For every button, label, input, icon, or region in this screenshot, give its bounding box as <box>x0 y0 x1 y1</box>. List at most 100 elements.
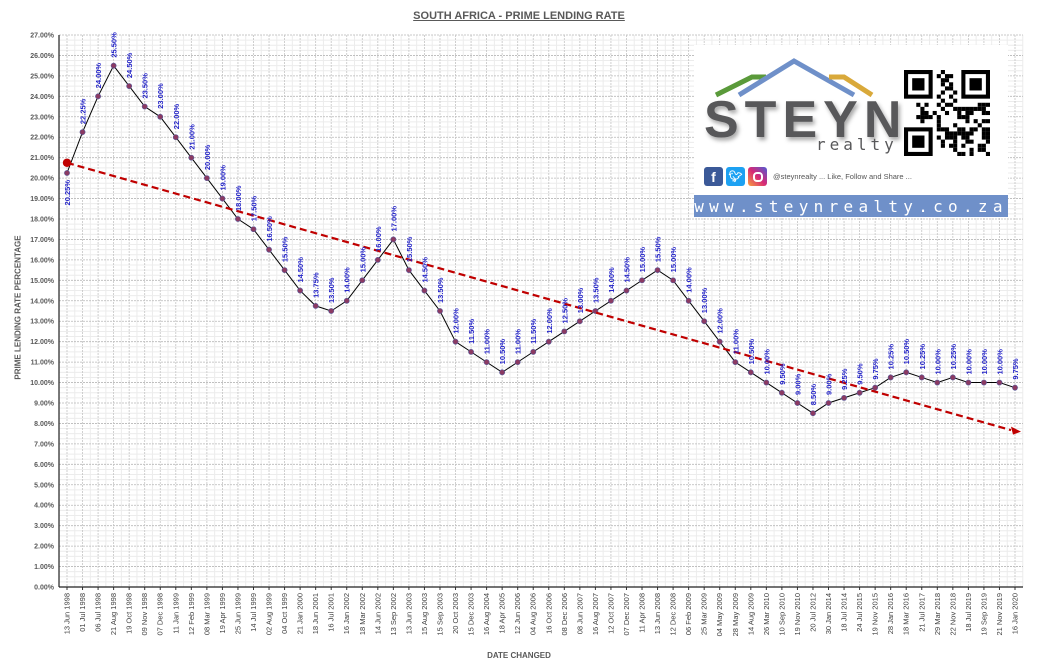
instagram-icon[interactable] <box>748 167 767 186</box>
x-tick-label: 13 Jun 1998 <box>63 593 72 634</box>
data-point <box>545 338 552 345</box>
data-point <box>452 338 459 345</box>
data-label: 10.25% <box>918 344 927 370</box>
x-tick-label: 04 May 2009 <box>715 593 724 636</box>
x-tick-label: 09 Nov 1998 <box>140 593 149 636</box>
data-label: 17.50% <box>249 195 258 221</box>
x-tick-label: 07 Dec 2007 <box>622 593 631 636</box>
x-tick-label: 26 Mar 2010 <box>762 593 771 635</box>
data-label: 15.50% <box>405 236 414 262</box>
x-tick-label: 08 Dec 2006 <box>560 593 569 636</box>
x-tick-label: 28 Jan 2016 <box>886 593 895 634</box>
data-point <box>514 359 521 366</box>
y-tick-label: 4.00% <box>34 503 55 510</box>
x-tick-label: 18 Mar 2002 <box>358 593 367 635</box>
data-point <box>623 287 630 294</box>
data-point <box>841 394 847 401</box>
x-tick-label: 18 Apr 2005 <box>498 593 507 633</box>
x-tick-label: 12 Jun 2006 <box>513 593 522 634</box>
y-tick-label: 6.00% <box>34 462 55 469</box>
data-label: 17.00% <box>389 206 398 232</box>
x-tick-label: 16 Jan 2020 <box>1011 593 1020 634</box>
data-point <box>126 83 133 90</box>
x-tick-label: 12 Dec 2008 <box>669 593 678 636</box>
data-label: 13.75% <box>312 272 321 298</box>
minor-gridlines <box>58 35 1024 587</box>
data-label: 10.00% <box>995 349 1004 375</box>
data-point <box>576 318 583 325</box>
data-point <box>825 400 832 406</box>
data-point <box>608 297 614 304</box>
x-tick-label: 21 Jul 2017 <box>917 593 926 632</box>
x-tick-label: 16 Jan 2002 <box>342 593 351 634</box>
x-tick-label: 04 Oct 1999 <box>280 593 289 634</box>
data-point <box>359 277 366 284</box>
x-tick-label: 16 Aug 2007 <box>591 593 600 635</box>
x-tick-label: 19 Nov 2015 <box>871 593 880 636</box>
data-point <box>312 302 319 309</box>
data-label: 15.00% <box>669 247 678 273</box>
data-label: 14.00% <box>685 267 694 293</box>
y-tick-label: 17.00% <box>30 237 55 244</box>
data-point <box>887 374 894 381</box>
data-label: 9.25% <box>840 368 849 390</box>
data-label: 18.00% <box>234 185 243 211</box>
data-point <box>778 389 785 396</box>
data-label: 9.00% <box>825 373 834 395</box>
data-label: 13.00% <box>576 287 585 313</box>
data-point <box>406 267 412 274</box>
data-label: 21.00% <box>187 124 196 150</box>
data-label: 25.50% <box>110 32 119 58</box>
data-label: 15.50% <box>281 236 290 262</box>
data-point <box>266 246 272 253</box>
twitter-icon[interactable]: 🐦︎ <box>726 167 745 186</box>
data-point <box>281 267 288 274</box>
x-tick-label: 25 Jun 1999 <box>233 593 242 634</box>
y-tick-label: 1.00% <box>34 564 55 571</box>
data-label: 24.50% <box>125 52 134 78</box>
x-tick-label: 01 Jul 1998 <box>78 593 87 632</box>
x-tick-label: 12 Feb 1999 <box>187 593 196 635</box>
website-link[interactable]: www.steynrealty.co.za <box>694 195 1008 217</box>
y-axis-ticks: 0.00% 1.00% 2.00% 3.00% 4.00% 5.00% 6.00% 7.00%… <box>30 33 55 592</box>
x-tick-label: 24 Jul 2015 <box>855 593 864 632</box>
data-point <box>343 297 350 304</box>
data-label: 10.00% <box>980 349 989 375</box>
data-point <box>794 400 801 406</box>
data-label: 8.50% <box>809 384 818 406</box>
data-point <box>157 113 164 120</box>
data-label: 10.25% <box>887 344 896 370</box>
axes <box>58 35 1023 590</box>
data-label: 9.00% <box>793 373 802 395</box>
x-tick-label: 18 Jul 2014 <box>840 593 849 632</box>
data-label: 12.00% <box>545 308 554 334</box>
data-label: 9.50% <box>856 363 865 385</box>
data-label: 24.00% <box>94 63 103 89</box>
x-tick-label: 28 May 2009 <box>731 593 740 636</box>
data-label: 15.00% <box>358 247 367 273</box>
facebook-icon[interactable]: f <box>704 167 723 186</box>
x-tick-label: 08 Mar 1999 <box>202 593 211 635</box>
y-tick-label: 15.00% <box>30 278 55 285</box>
x-tick-label: 15 Dec 2003 <box>467 593 476 636</box>
data-label: 11.00% <box>514 329 523 354</box>
x-tick-label: 16 Oct 2006 <box>544 593 553 634</box>
data-point <box>499 369 506 376</box>
y-tick-label: 7.00% <box>34 441 55 448</box>
y-tick-label: 0.00% <box>34 585 55 592</box>
x-tick-label: 14 Jul 1999 <box>249 593 258 632</box>
x-axis-ticks: 13 Jun 1998 01 Jul 1998 06 Jul 1998 21 Aug … <box>63 593 1020 636</box>
social-row: f 🐦︎ @steynrealty ... Like, Follow and S… <box>704 167 912 186</box>
qr-code-icon[interactable] <box>904 70 990 156</box>
data-labels: 20.25% 22.25% 24.00% 25.50% 24.50% 23.50% 23.0… <box>63 32 1020 405</box>
data-point <box>949 374 956 381</box>
y-tick-label: 27.00% <box>30 33 55 40</box>
data-point <box>110 62 117 69</box>
x-tick-label: 14 Aug 2009 <box>746 593 755 635</box>
data-label: 14.00% <box>607 267 616 293</box>
data-point <box>872 384 879 391</box>
data-label: 20.25% <box>63 180 72 206</box>
x-tick-label: 11 Apr 2008 <box>638 593 647 633</box>
data-label: 13.00% <box>700 287 709 313</box>
y-tick-label: 25.00% <box>30 73 55 80</box>
